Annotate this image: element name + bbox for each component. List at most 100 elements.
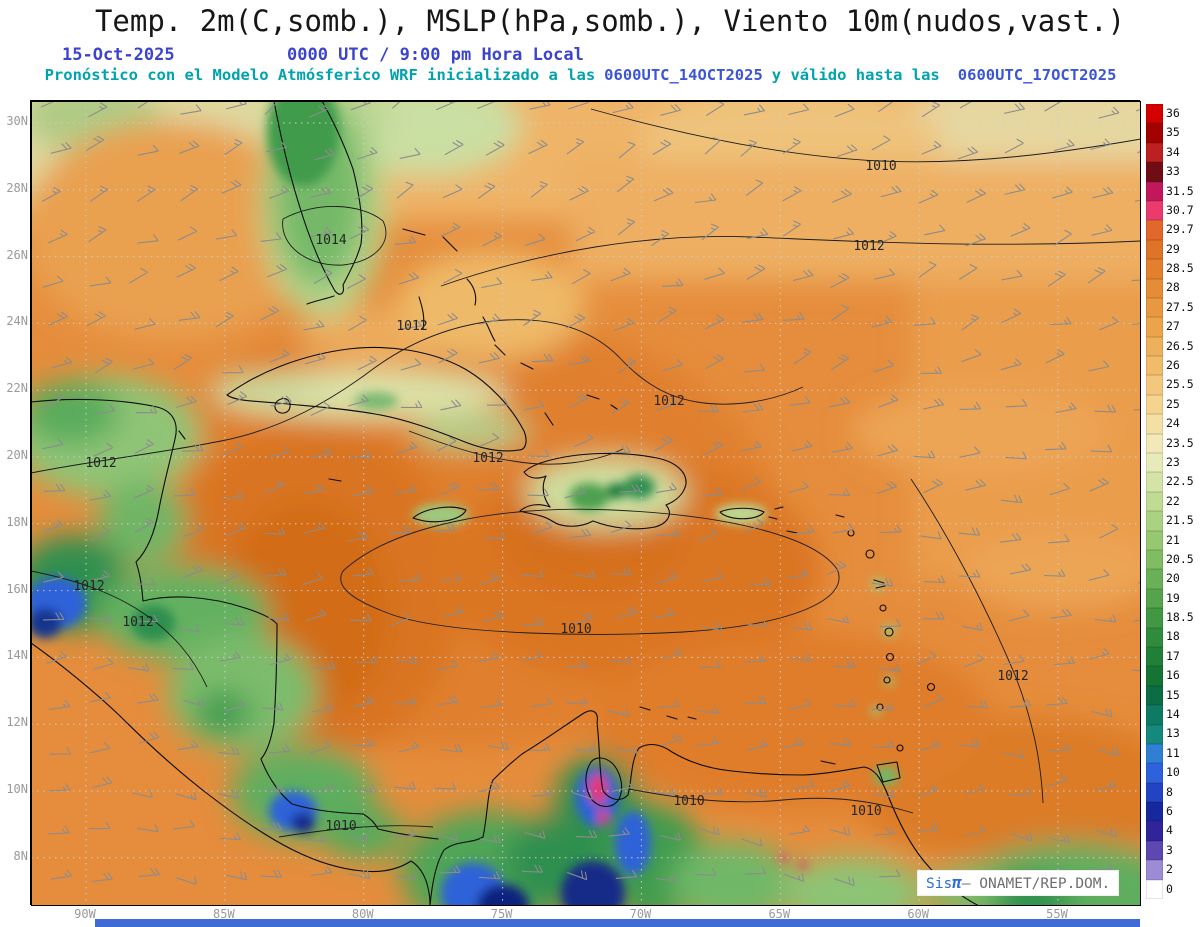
colorbar-swatch bbox=[1146, 627, 1163, 647]
coast-tobago bbox=[896, 744, 904, 752]
watermark: Sisπ– ONAMET/REP.DOM. bbox=[918, 871, 1119, 895]
coast-virgin-islands bbox=[768, 506, 798, 534]
coast-cozumel bbox=[178, 430, 186, 440]
colorbar-entry: 18 bbox=[1146, 627, 1200, 647]
colorbar-entry: 26.5 bbox=[1146, 336, 1200, 357]
colorbar-swatch bbox=[1146, 705, 1163, 725]
colorbar-value: 19 bbox=[1166, 590, 1180, 605]
colorbar-entry: 35 bbox=[1146, 123, 1200, 143]
coast-pacific bbox=[31, 642, 431, 906]
colorbar-value: 21.5 bbox=[1166, 513, 1194, 528]
colorbar-value: 21 bbox=[1166, 532, 1180, 547]
colorbar-swatch bbox=[1146, 356, 1163, 376]
colorbar-value: 35 bbox=[1166, 125, 1180, 140]
coast-bahamas bbox=[402, 228, 618, 426]
colorbar-swatch bbox=[1146, 763, 1163, 783]
colorbar-entry: 13 bbox=[1146, 724, 1200, 744]
colorbar-value: 33 bbox=[1166, 164, 1180, 179]
colorbar-swatch bbox=[1146, 123, 1163, 143]
colorbar-swatch bbox=[1146, 297, 1163, 318]
forecast-local-time: 0000 UTC / 9:00 pm Hora Local bbox=[287, 45, 584, 65]
colorbar-swatch bbox=[1146, 608, 1163, 628]
colorbar-entry: 6 bbox=[1146, 802, 1200, 822]
colorbar-swatch bbox=[1146, 530, 1163, 550]
colorbar-swatch bbox=[1146, 433, 1163, 454]
coast-leeward-islands bbox=[835, 514, 886, 589]
colorbar-swatch bbox=[1146, 588, 1163, 609]
colorbar-swatch bbox=[1146, 549, 1163, 570]
coast-jamaica bbox=[412, 506, 467, 523]
lon-tick-label: 85W bbox=[213, 907, 235, 921]
colorbar-entry: 15 bbox=[1146, 685, 1200, 706]
colorbar-value: 11 bbox=[1166, 745, 1180, 760]
colorbar-value: 14 bbox=[1166, 707, 1180, 722]
colorbar-value: 25 bbox=[1166, 396, 1180, 411]
coast-cuba bbox=[226, 346, 527, 452]
isobar-label: 1012 bbox=[73, 578, 105, 594]
colorbar-entry: 11 bbox=[1146, 743, 1200, 764]
colorbar-value: 20.5 bbox=[1166, 551, 1194, 566]
colorbar-value: 36 bbox=[1166, 105, 1180, 120]
colorbar-value: 13 bbox=[1166, 726, 1180, 741]
colorbar-swatch bbox=[1146, 181, 1163, 201]
colorbar-swatch bbox=[1146, 666, 1163, 686]
coast-lake-maracaibo bbox=[585, 757, 623, 807]
forecast-text-1: Pronóstico con el Modelo Atmósferico WRF… bbox=[44, 66, 596, 84]
colorbar-value: 27.5 bbox=[1166, 299, 1194, 314]
colorbar-swatch bbox=[1146, 511, 1163, 531]
temperature-colorbar: 36 35 34 33 31.5 30.7 29.7 29 28.5 28 27.5 27 26.5 26… bbox=[1146, 104, 1200, 900]
colorbar-swatch bbox=[1146, 646, 1163, 667]
colorbar-entry: 20.5 bbox=[1146, 549, 1200, 570]
lat-tick-label: 24N bbox=[6, 314, 28, 329]
colorbar-entry: 21 bbox=[1146, 530, 1200, 550]
colorbar-value: 10 bbox=[1166, 765, 1180, 780]
watermark-pi-icon: π bbox=[952, 873, 962, 892]
colorbar-swatch bbox=[1146, 569, 1163, 589]
colorbar-entry: 22.5 bbox=[1146, 472, 1200, 492]
graticule bbox=[31, 101, 1141, 906]
coast-hispaniola bbox=[519, 452, 687, 530]
colorbar-entry: 4 bbox=[1146, 821, 1200, 841]
colorbar-swatch bbox=[1146, 453, 1163, 473]
colorbar-swatch bbox=[1146, 375, 1163, 395]
colorbar-swatch bbox=[1146, 472, 1163, 492]
lon-tick-label: 55W bbox=[1046, 907, 1068, 921]
colorbar-swatch bbox=[1146, 743, 1163, 764]
isobar-label: 1012 bbox=[396, 318, 428, 334]
colorbar-entry: 8 bbox=[1146, 782, 1200, 803]
lat-tick-label: 12N bbox=[6, 715, 28, 730]
colorbar-entry: 16 bbox=[1146, 666, 1200, 686]
isobar-label: 1012 bbox=[653, 393, 685, 409]
bottom-bar bbox=[95, 919, 1140, 927]
wind-barbs bbox=[40, 101, 1141, 890]
coast-isla-juventud bbox=[274, 397, 291, 414]
colorbar-swatch bbox=[1146, 200, 1163, 221]
colorbar-value: 31.5 bbox=[1166, 183, 1194, 198]
colorbar-swatch bbox=[1146, 491, 1163, 512]
isobar-label: 1014 bbox=[315, 232, 347, 248]
colorbar-entry: 0 bbox=[1146, 879, 1200, 900]
colorbar-value: 23.5 bbox=[1166, 435, 1194, 450]
colorbar-value: 3 bbox=[1166, 842, 1173, 857]
colorbar-entry: 22 bbox=[1146, 491, 1200, 512]
colorbar-swatch bbox=[1146, 414, 1163, 434]
colorbar-value: 24 bbox=[1166, 416, 1180, 431]
coast-barbados bbox=[926, 682, 936, 692]
colorbar-entry: 2 bbox=[1146, 860, 1200, 880]
lon-tick-label: 75W bbox=[490, 907, 513, 921]
colorbar-value: 6 bbox=[1166, 804, 1173, 818]
colorbar-entry: 27 bbox=[1146, 317, 1200, 337]
coast-stlucia bbox=[885, 652, 895, 662]
init-timestamp: 0600UTC_14OCT2025 bbox=[604, 66, 763, 84]
colorbar-swatch bbox=[1146, 317, 1163, 337]
coast-martinique bbox=[884, 627, 894, 637]
colorbar-swatch bbox=[1146, 782, 1163, 803]
colorbar-swatch bbox=[1146, 860, 1163, 880]
colorbar-value: 25.5 bbox=[1166, 377, 1194, 392]
colorbar-swatch bbox=[1146, 104, 1163, 124]
colorbar-swatch bbox=[1146, 821, 1163, 841]
colorbar-value: 15 bbox=[1166, 687, 1180, 702]
colorbar-entry: 29 bbox=[1146, 239, 1200, 260]
colorbar-value: 17 bbox=[1166, 648, 1180, 663]
colorbar-entry: 21.5 bbox=[1146, 511, 1200, 531]
